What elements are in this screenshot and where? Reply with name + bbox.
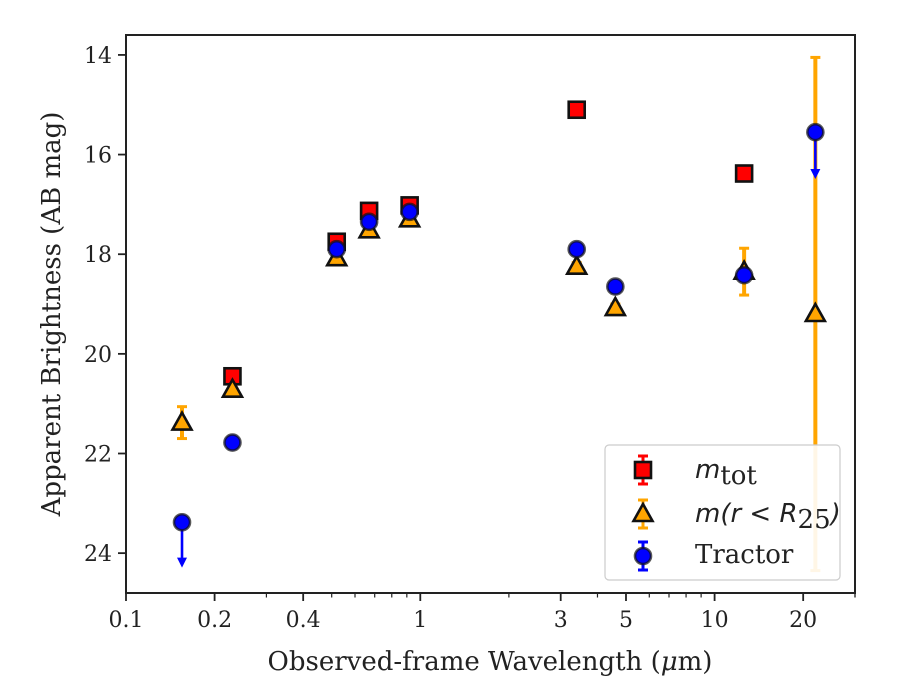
plot-frame [125, 34, 856, 594]
tractor-marker [327, 239, 347, 259]
legend-swatches [631, 454, 655, 572]
tractor-marker [359, 212, 379, 232]
y-tick-label: 24 [84, 542, 112, 567]
y-axis-label: Apparent Brightness (AB mag) [37, 112, 67, 518]
mtot-marker [567, 100, 587, 120]
legend-label-mtot: mtot [695, 455, 757, 491]
mtot-marker [734, 164, 754, 183]
y-tick-label: 16 [84, 144, 112, 169]
x-tick-label: 0.4 [286, 608, 321, 633]
upper-limit-arrowhead [177, 557, 188, 568]
x-tick-label: 3 [554, 608, 568, 633]
mr25-marker [220, 377, 245, 399]
tractor-marker [806, 122, 825, 142]
legend-tractor-marker [633, 546, 653, 566]
y-tick-label: 20 [84, 343, 112, 368]
tractor-marker [172, 512, 192, 532]
tractor-marker [400, 202, 419, 222]
legend-label-mr: m(r < R25) [695, 499, 841, 535]
legend-label-tractor: Tractor [695, 540, 794, 570]
legend-box [604, 444, 841, 581]
axis-tick-labels: 0.1 0.2 0.4 1 3 5 10 20 14 16 18 20 22 24 [84, 44, 817, 633]
x-tick-label: 20 [789, 608, 817, 633]
data-markers [170, 100, 828, 532]
tractor-marker [567, 239, 587, 259]
tractor-marker [223, 433, 242, 452]
y-tick-label: 18 [84, 243, 112, 268]
x-tick-label: 0.1 [109, 608, 144, 633]
upper-limit-arrowhead [810, 168, 821, 179]
x-tick-label: 10 [701, 608, 729, 633]
y-tick-label: 14 [84, 44, 112, 69]
legend-mr25-marker [631, 501, 655, 523]
x-tick-label: 0.2 [197, 608, 232, 633]
tractor-marker [606, 277, 625, 296]
mr25-marker [803, 301, 828, 323]
x-axis-label: Observed-frame Wavelength (μm) [268, 647, 713, 677]
legend-mtot-marker [633, 460, 653, 480]
legend: mtot m(r < R25) Tractor [604, 444, 841, 581]
mr25-marker [564, 254, 589, 275]
mr25-marker [170, 409, 194, 431]
y-tick-label: 22 [84, 443, 112, 468]
x-tick-label: 1 [413, 608, 427, 633]
x-tick-label: 5 [619, 608, 633, 633]
mr25-marker [603, 295, 628, 317]
tractor-marker [734, 265, 754, 285]
